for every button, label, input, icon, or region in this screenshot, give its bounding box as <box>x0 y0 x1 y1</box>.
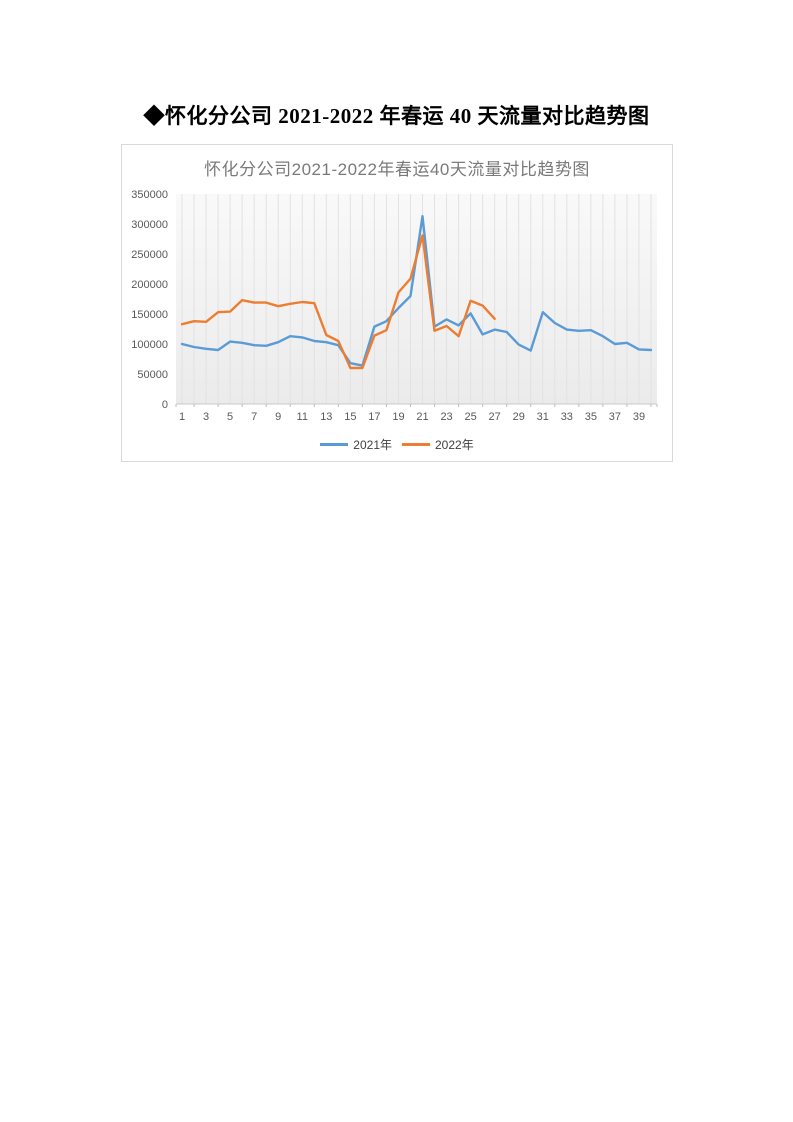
svg-text:50000: 50000 <box>137 369 168 381</box>
svg-text:29: 29 <box>513 411 525 423</box>
svg-text:17: 17 <box>368 411 380 423</box>
legend-label-2021: 2021年 <box>353 438 392 452</box>
svg-text:13: 13 <box>320 411 332 423</box>
svg-text:9: 9 <box>275 411 281 423</box>
svg-text:150000: 150000 <box>131 309 168 321</box>
svg-text:21: 21 <box>416 411 428 423</box>
svg-text:350000: 350000 <box>131 189 168 201</box>
chart-title: 怀化分公司2021-2022年春运40天流量对比趋势图 <box>204 160 590 179</box>
legend-swatch-2022 <box>402 443 430 446</box>
svg-text:1: 1 <box>179 411 185 423</box>
svg-text:11: 11 <box>297 411 308 423</box>
svg-text:5: 5 <box>227 411 233 423</box>
svg-text:100000: 100000 <box>131 339 168 351</box>
legend-item-2022: 2022年 <box>402 436 474 453</box>
svg-text:31: 31 <box>537 411 549 423</box>
chart-legend: 2021年 2022年 <box>122 436 672 453</box>
svg-text:15: 15 <box>344 411 356 423</box>
svg-text:27: 27 <box>489 411 501 423</box>
legend-swatch-2021 <box>320 443 349 446</box>
svg-text:7: 7 <box>251 411 257 423</box>
svg-text:23: 23 <box>440 411 452 423</box>
chart: 0 50000 100000 150000 200000 250000 300000 3500… <box>121 144 673 462</box>
legend-label-2022: 2022年 <box>435 438 474 452</box>
svg-text:300000: 300000 <box>131 219 168 231</box>
svg-text:200000: 200000 <box>131 279 168 291</box>
svg-text:250000: 250000 <box>131 249 168 261</box>
svg-text:33: 33 <box>561 411 573 423</box>
page-title: ◆怀化分公司 2021-2022 年春运 40 天流量对比趋势图 <box>143 104 650 128</box>
svg-text:0: 0 <box>162 399 168 411</box>
svg-text:3: 3 <box>203 411 209 423</box>
svg-text:35: 35 <box>585 411 597 423</box>
svg-text:39: 39 <box>633 411 645 423</box>
svg-text:37: 37 <box>609 411 621 423</box>
chart-plot: 0 50000 100000 150000 200000 250000 300000 3500… <box>131 189 658 423</box>
svg-text:25: 25 <box>464 411 476 423</box>
legend-item-2021: 2021年 <box>320 436 392 453</box>
svg-text:19: 19 <box>392 411 404 423</box>
